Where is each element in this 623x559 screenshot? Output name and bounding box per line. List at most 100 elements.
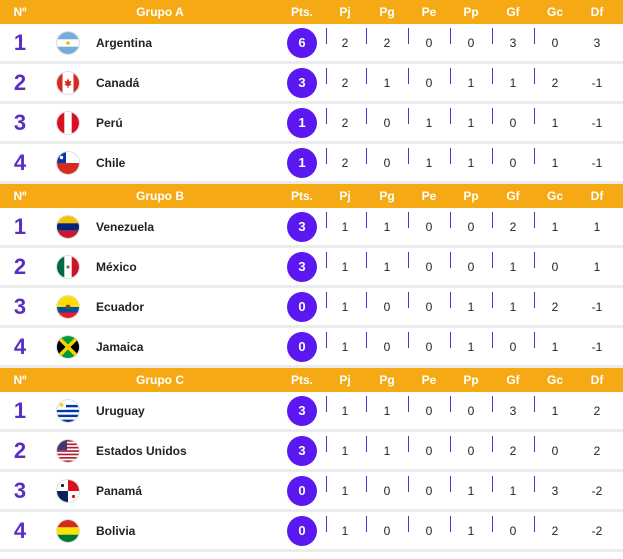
played-value: 2 — [341, 155, 349, 170]
lost-value: 0 — [467, 443, 475, 458]
goal-difference-value: -2 — [591, 523, 603, 538]
position-header: Nº — [13, 189, 27, 203]
goals-for-value: 0 — [509, 523, 517, 538]
table-row: 3 Perú 1 2 0 1 1 0 1 -1 — [0, 104, 623, 144]
goals-for-header: Gf — [506, 373, 520, 387]
points-badge: 0 — [287, 515, 317, 546]
lost-value: 1 — [467, 339, 475, 354]
goal-difference-header: Df — [590, 189, 604, 203]
lost-value: 1 — [467, 523, 475, 538]
position-number: 2 — [13, 69, 27, 95]
position-number: 3 — [13, 293, 27, 319]
played-value: 1 — [341, 483, 349, 498]
peru-flag-icon — [57, 111, 79, 134]
lost-value: 0 — [467, 219, 475, 234]
won-value: 1 — [383, 75, 391, 90]
chile-flag-icon — [57, 151, 79, 174]
points-badge: 3 — [287, 67, 317, 98]
table-row: 4 Bolivia 0 1 0 0 1 0 2 -2 — [0, 512, 623, 552]
points-badge: 3 — [287, 395, 317, 426]
drawn-value: 0 — [425, 35, 433, 50]
position-number: 2 — [13, 253, 27, 279]
goal-difference-header: Df — [590, 5, 604, 19]
team-name: Argentina — [96, 35, 153, 50]
table-row: 3 Ecuador 0 1 0 0 1 1 2 -1 — [0, 288, 623, 328]
lost-header: Pp — [463, 373, 479, 387]
group-title: Grupo B — [136, 189, 184, 203]
canada-flag-icon — [57, 71, 79, 94]
played-value: 1 — [341, 523, 349, 538]
position-number: 4 — [13, 149, 27, 175]
position-number: 1 — [13, 29, 27, 55]
points-badge: 3 — [287, 251, 317, 282]
lost-header: Pp — [463, 189, 479, 203]
won-value: 0 — [383, 299, 391, 314]
played-value: 1 — [341, 443, 349, 458]
won-value: 0 — [383, 115, 391, 130]
played-value: 2 — [341, 115, 349, 130]
goals-for-value: 1 — [509, 75, 517, 90]
drawn-value: 0 — [425, 219, 433, 234]
goals-against-value: 0 — [551, 259, 559, 274]
team-name: Uruguay — [96, 403, 145, 418]
points-badge: 1 — [287, 147, 317, 178]
team-name: Panamá — [96, 483, 143, 498]
table-row: 4 Jamaica 0 1 0 0 1 0 1 -1 — [0, 328, 623, 368]
played-value: 1 — [341, 259, 349, 274]
drawn-value: 0 — [425, 403, 433, 418]
won-value: 1 — [383, 403, 391, 418]
won-value: 0 — [383, 155, 391, 170]
lost-value: 1 — [467, 75, 475, 90]
played-value: 1 — [341, 339, 349, 354]
played-header: Pj — [339, 189, 351, 203]
goals-against-value: 1 — [551, 403, 559, 418]
goals-against-header: Gc — [546, 373, 563, 387]
points-header: Pts. — [290, 189, 313, 203]
points-badge: 0 — [287, 331, 317, 362]
goals-against-value: 3 — [551, 483, 559, 498]
goal-difference-value: -1 — [591, 339, 603, 354]
goals-against-header: Gc — [546, 5, 563, 19]
won-value: 1 — [383, 259, 391, 274]
won-value: 2 — [383, 35, 391, 50]
drawn-header: Pe — [421, 189, 437, 203]
venezuela-flag-icon — [57, 215, 79, 238]
drawn-value: 0 — [425, 299, 433, 314]
goals-against-value: 1 — [551, 219, 559, 234]
won-value: 1 — [383, 443, 391, 458]
team-name: Estados Unidos — [96, 443, 187, 458]
panama-flag-icon — [57, 479, 79, 502]
goal-difference-value: -1 — [591, 75, 603, 90]
goals-against-value: 2 — [551, 75, 559, 90]
team-name: Chile — [96, 155, 126, 170]
goal-difference-value: 1 — [593, 259, 601, 274]
goal-difference-value: -1 — [591, 155, 603, 170]
goal-difference-value: -1 — [591, 299, 603, 314]
jamaica-flag-icon — [57, 335, 79, 358]
lost-value: 0 — [467, 259, 475, 274]
played-header: Pj — [339, 5, 351, 19]
table-row: 2 México 3 1 1 0 0 1 0 1 — [0, 248, 623, 288]
drawn-value: 0 — [425, 75, 433, 90]
lost-value: 1 — [467, 483, 475, 498]
lost-value: 0 — [467, 403, 475, 418]
position-number: 1 — [13, 213, 27, 239]
points-badge: 3 — [287, 435, 317, 466]
lost-value: 1 — [467, 155, 475, 170]
table-row: 1 Uruguay 3 1 1 0 0 3 1 2 — [0, 392, 623, 432]
team-name: Venezuela — [96, 219, 155, 234]
won-header: Pg — [379, 5, 395, 19]
position-header: Nº — [13, 5, 27, 19]
table-row: 3 Panamá 0 1 0 0 1 1 3 -2 — [0, 472, 623, 512]
position-header: Nº — [13, 373, 27, 387]
team-name: Perú — [96, 115, 123, 130]
goals-against-value: 0 — [551, 443, 559, 458]
goals-for-value: 2 — [509, 219, 517, 234]
table-row: 2 Canadá 3 2 1 0 1 1 2 -1 — [0, 64, 623, 104]
drawn-value: 0 — [425, 483, 433, 498]
goal-difference-header: Df — [590, 373, 604, 387]
group-title: Grupo A — [136, 5, 184, 19]
position-number: 3 — [13, 477, 27, 503]
table-row: 1 Venezuela 3 1 1 0 0 2 1 1 — [0, 208, 623, 248]
